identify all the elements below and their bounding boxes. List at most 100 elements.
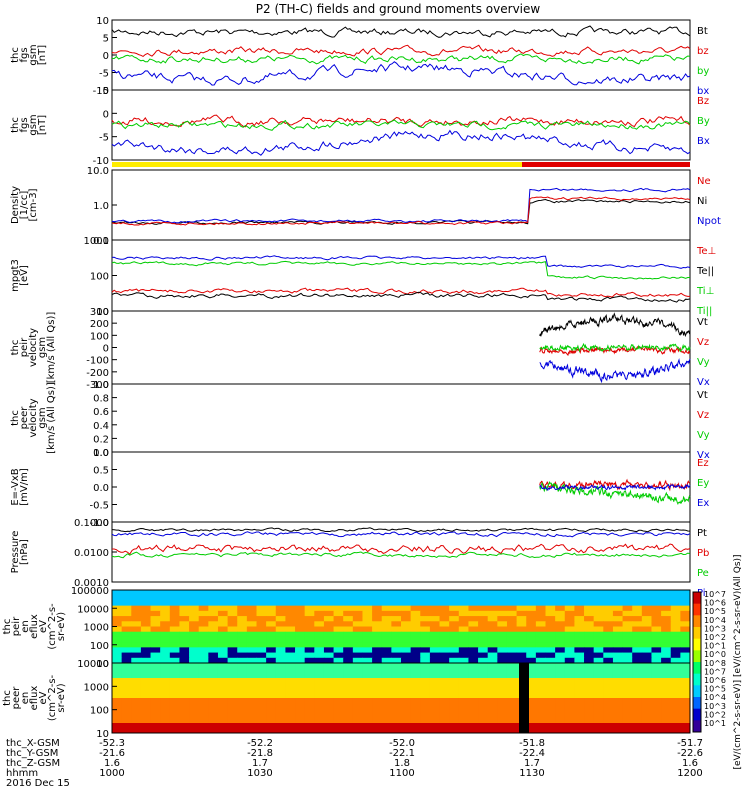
y-tick-label: 0 [103,344,109,355]
spectrogram-cell [285,663,296,669]
spectrogram-cell [150,595,161,601]
spectrogram-cell [468,590,479,596]
spectrogram-cell [468,708,479,714]
spectrogram-cell [121,663,132,669]
spectrogram-cell [372,657,383,664]
spectrogram-cell [526,610,537,617]
colorbar-cell [693,627,701,640]
spectrogram-cell [140,673,152,679]
spectrogram-cell [526,683,537,689]
spectrogram-cell [160,616,171,622]
spectrogram-cell [227,621,238,627]
spectrogram-cell [208,626,219,633]
spectrogram-cell [449,683,460,689]
spectrogram-cell [651,647,662,654]
spectrogram-cell [593,636,604,643]
spectrogram-cell [121,657,132,664]
spectrogram-cell [198,663,209,669]
spectrogram-cell [545,626,556,633]
spectrogram-cell [401,718,412,724]
spectrogram-cell [391,683,402,689]
spectrogram-cell [237,657,248,664]
spectrogram-cell [593,678,604,684]
panel-frame [111,383,691,453]
spectrogram-cell [545,703,556,709]
spectrogram-cell [429,631,441,638]
spectrogram-cell [131,600,142,607]
colorbar-cell [693,650,701,663]
spectrogram-cell [343,626,354,633]
figure-title: P2 (TH-C) fields and ground moments over… [256,2,541,16]
spectrogram-cell [227,616,238,622]
spectrogram-cell [208,668,219,674]
spectrogram-cell [401,673,412,679]
legend-entry: Ez [697,458,709,469]
spectrogram-cell [314,595,325,601]
spectrogram-cell [632,688,643,694]
spectrogram-cell [574,688,585,694]
colorbar-cell [693,638,701,651]
spectrogram-cell [333,600,344,607]
spectrogram-cell [612,636,624,643]
spectrogram-cell [266,600,277,607]
spectrogram-cell [555,708,566,714]
spectrogram-cell [545,688,556,694]
spectrogram-cell [372,673,383,679]
spectrogram-cell [487,698,498,704]
spectrogram-cell [169,673,180,679]
spectrogram-cell [285,590,296,596]
spectrogram-cell [420,728,431,734]
legend-entry: Ex [697,498,709,509]
series-bx [111,129,691,156]
spectrogram-cell [632,616,643,622]
spectrogram-cell [516,595,527,601]
spectrogram-cell [516,610,527,617]
spectrogram-cell [304,631,315,638]
spectrogram-cell [670,621,681,627]
spectrogram-cell [526,688,537,694]
spectrogram-cell [487,616,498,622]
spectrogram-cell [535,698,546,704]
spectrogram-cell [680,631,691,638]
spectrogram-cell [468,673,479,679]
spectrogram-cell [506,642,518,648]
spectrogram-cell [304,600,315,607]
spectrogram-cell [343,728,354,734]
spectrogram-cell [439,657,450,664]
spectrogram-cell [410,657,421,664]
spectrogram-cell [189,657,200,664]
spectrogram-cell [275,663,286,669]
axis-row-value: -22.4 [519,748,545,759]
spectrogram-cell [169,698,180,704]
y-tick-label: 10 [96,729,109,740]
spectrogram-cell [391,728,402,734]
spectrogram-cell [661,626,672,633]
spectrogram-cell [227,723,238,729]
spectrogram-cell [612,600,624,607]
spectrogram-cell [641,621,652,627]
spectrogram-cell [555,610,566,617]
spectrogram-cell [449,590,460,596]
spectrogram-cell [304,595,315,601]
spectrogram-cell [516,657,527,664]
spectrogram-cell [401,688,412,694]
spectrogram-cell [468,626,479,633]
spectrogram-cell [410,708,421,714]
spectrogram-cell [140,703,152,709]
spectrogram-cell [237,668,248,674]
spectrogram-cell [555,636,566,643]
spectrogram-cell [449,631,460,638]
spectrogram-cell [160,600,171,607]
spectrogram-cell [526,657,537,664]
spectrogram-cell [535,610,546,617]
spectrogram-cell [439,647,450,654]
spectrogram-cell [593,708,604,714]
spectrogram-cell [584,610,595,617]
spectrogram-cell [661,600,672,607]
spectrogram-cell [246,610,257,617]
y-axis-label: thc [2,619,13,635]
spectrogram-cell [295,621,306,627]
spectrogram-cell [391,723,402,729]
spectrogram-cell [372,595,383,601]
